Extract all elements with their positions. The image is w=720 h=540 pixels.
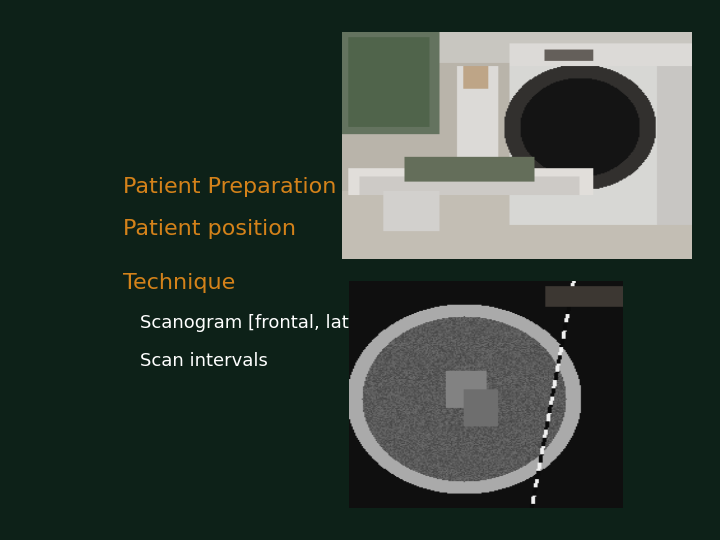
Text: Patient position: Patient position [124,219,297,239]
Text: Scan intervals: Scan intervals [140,352,268,370]
Text: Technique: Technique [124,273,235,293]
Text: Patient Preparation: Patient Preparation [124,177,337,197]
Text: Scanogram [frontal, lateral]: Scanogram [frontal, lateral] [140,314,391,332]
